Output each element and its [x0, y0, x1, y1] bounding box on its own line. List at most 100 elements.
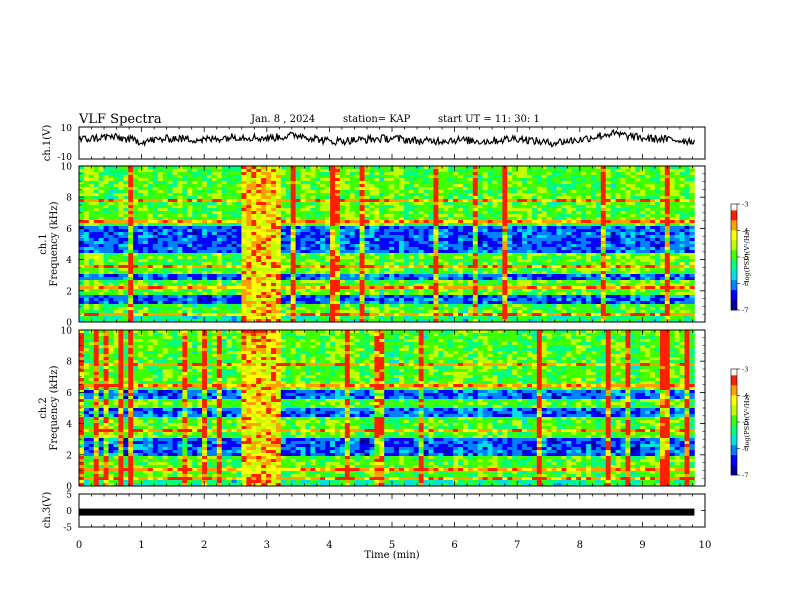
- spectrogram-cell: [600, 208, 607, 212]
- spectrogram-cell: [103, 220, 109, 224]
- spectrogram-cell: [202, 184, 208, 188]
- spectrogram-cell: [197, 238, 203, 242]
- spectrogram-cell: [270, 175, 277, 179]
- spectrogram-cell: [659, 196, 666, 200]
- spectrogram-cell: [290, 196, 296, 200]
- spectrogram-cell: [88, 238, 95, 242]
- spectrogram-cell: [108, 217, 114, 221]
- spectrogram-cell: [610, 238, 616, 242]
- spectrogram-cell: [98, 172, 105, 176]
- spectrogram-cell: [472, 238, 479, 242]
- spectrogram-cell: [443, 223, 449, 227]
- spectrogram-cell: [561, 202, 567, 206]
- spectrogram-cell: [610, 256, 616, 260]
- spectrogram-cell: [113, 217, 119, 221]
- spectrogram-cell: [261, 265, 267, 269]
- spectrogram-cell: [339, 232, 346, 236]
- spectrogram-cell: [339, 184, 346, 188]
- spectrogram-cell: [630, 205, 636, 209]
- spectrogram-cell: [531, 217, 538, 221]
- spectrogram-cell: [517, 247, 523, 251]
- spectrogram-cell: [586, 241, 592, 245]
- spectrogram-cell: [566, 205, 572, 209]
- spectrogram-cell: [526, 199, 533, 203]
- spectrogram-cell: [689, 232, 695, 236]
- spectrogram-cell: [389, 247, 395, 251]
- spectrogram-cell: [443, 193, 449, 197]
- spectrogram-cell: [674, 196, 680, 200]
- spectrogram-cell: [403, 256, 410, 260]
- spectrogram-cell: [182, 283, 188, 287]
- spectrogram-cell: [477, 208, 484, 212]
- spectrogram-cell: [477, 190, 484, 194]
- spectrogram-cell: [472, 256, 479, 260]
- spectrogram-cell: [147, 274, 154, 278]
- spectrogram-cell: [398, 205, 405, 209]
- spectrogram-cell: [428, 244, 434, 248]
- spectrogram-cell: [394, 202, 400, 206]
- spectrogram-cell: [423, 250, 429, 254]
- spectrogram-cell: [320, 247, 326, 251]
- spectrogram-cell: [128, 199, 134, 203]
- spectrogram-cell: [285, 178, 292, 182]
- spectrogram-cell: [202, 175, 208, 179]
- spectrogram-cell: [467, 181, 474, 185]
- spectrogram-cell: [487, 199, 493, 203]
- spectrogram-cell: [566, 235, 572, 239]
- spectrogram-cell: [123, 178, 129, 182]
- spectrogram-cell: [659, 277, 666, 281]
- spectrogram-cell: [679, 166, 685, 170]
- spectrogram-cell: [256, 232, 262, 236]
- spectrogram-cell: [438, 187, 444, 191]
- spectrogram-cell: [625, 196, 631, 200]
- spectrogram-cell: [236, 259, 242, 263]
- spectrogram-cell: [408, 205, 415, 209]
- spectrogram-cell: [266, 247, 272, 251]
- spectrogram-cell: [98, 226, 105, 230]
- spectrogram-cell: [251, 223, 257, 227]
- spectrogram-cell: [172, 205, 178, 209]
- spectrogram-cell: [339, 193, 346, 197]
- spectrogram-cell: [256, 274, 262, 278]
- spectrogram-cell: [551, 220, 557, 224]
- spectrogram-cell: [605, 247, 612, 251]
- spectrogram-cell: [103, 256, 109, 260]
- spectrogram-cell: [339, 229, 346, 233]
- spectrogram-cell: [379, 229, 385, 233]
- spectrogram-cell: [374, 277, 380, 281]
- spectrogram-cell: [546, 169, 552, 173]
- spectrogram-cell: [679, 265, 685, 269]
- spectrogram-cell: [113, 172, 119, 176]
- spectrogram-cell: [206, 208, 213, 212]
- spectrogram-cell: [231, 178, 237, 182]
- spectrogram-cell: [443, 250, 449, 254]
- spectrogram-cell: [620, 244, 626, 248]
- spectrogram-cell: [630, 256, 636, 260]
- spectrogram-cell: [192, 211, 198, 215]
- spectrogram-cell: [143, 190, 149, 194]
- spectrogram-cell: [216, 178, 223, 182]
- spectrogram-cell: [83, 247, 90, 251]
- spectrogram-cell: [595, 223, 602, 227]
- spectrogram-cell: [216, 190, 223, 194]
- spectrogram-cell: [295, 196, 301, 200]
- spectrogram-cell: [659, 211, 666, 215]
- spectrogram-cell: [625, 202, 631, 206]
- spectrogram-cell: [462, 205, 469, 209]
- spectrogram-cell: [79, 256, 85, 260]
- spectrogram-cell: [531, 277, 538, 281]
- spectrogram-cell: [462, 208, 469, 212]
- spectrogram-cell: [561, 193, 567, 197]
- spectrogram-cell: [241, 181, 247, 185]
- spectrogram-cell: [423, 220, 429, 224]
- spectrogram-cell: [374, 283, 380, 287]
- spectrogram-cell: [650, 181, 656, 185]
- spectrogram-cell: [192, 175, 198, 179]
- spectrogram-cell: [605, 214, 612, 218]
- spectrogram-cell: [462, 256, 469, 260]
- spectrogram-cell: [251, 187, 257, 191]
- spectrogram-cell: [266, 175, 272, 179]
- spectrogram-cell: [261, 238, 267, 242]
- spectrogram-cell: [256, 169, 262, 173]
- spectrogram-cell: [152, 241, 159, 245]
